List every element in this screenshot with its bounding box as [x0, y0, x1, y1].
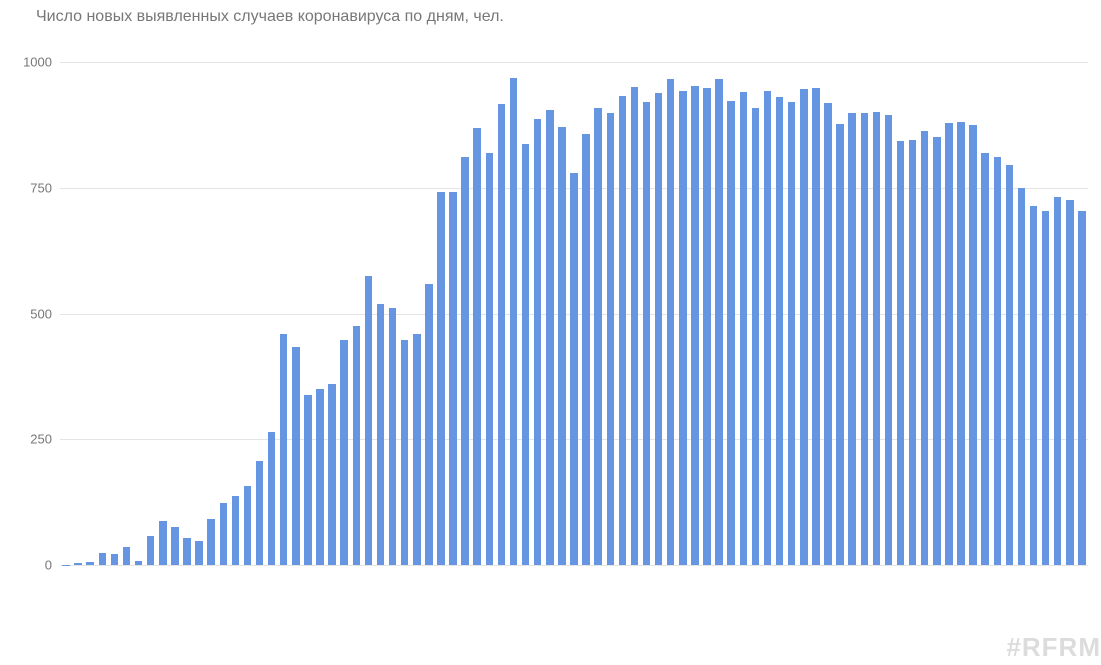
- bar: [570, 173, 577, 565]
- bar: [244, 486, 251, 565]
- y-axis-label: 750: [0, 180, 52, 195]
- bar: [292, 347, 299, 565]
- bar: [788, 102, 795, 565]
- bar: [510, 78, 517, 565]
- bar: [861, 113, 868, 565]
- y-axis-label: 1000: [0, 55, 52, 70]
- bar: [123, 547, 130, 565]
- bar: [1018, 188, 1025, 565]
- bar: [800, 89, 807, 565]
- bar: [727, 101, 734, 565]
- bar: [328, 384, 335, 565]
- bar: [353, 326, 360, 565]
- bar: [195, 541, 202, 565]
- bar: [957, 122, 964, 565]
- bar: [764, 91, 771, 565]
- bar: [147, 536, 154, 565]
- bar: [473, 128, 480, 565]
- bar: [1042, 211, 1049, 565]
- bar: [232, 496, 239, 565]
- gridline: [60, 565, 1088, 566]
- bar: [449, 192, 456, 565]
- bar: [812, 88, 819, 565]
- bar: [981, 153, 988, 565]
- bar: [340, 340, 347, 565]
- bar: [969, 125, 976, 565]
- bar: [836, 124, 843, 565]
- bar: [873, 112, 880, 565]
- bar: [304, 395, 311, 565]
- y-axis-label: 500: [0, 306, 52, 321]
- chart-plot-area: [60, 62, 1088, 565]
- bar: [1006, 165, 1013, 565]
- bar: [546, 110, 553, 565]
- bar: [885, 115, 892, 565]
- bar: [776, 97, 783, 565]
- watermark: #RFRM: [1006, 632, 1101, 663]
- bar: [74, 563, 81, 566]
- bar: [1078, 211, 1085, 565]
- chart-title: Число новых выявленных случаев коронавир…: [36, 8, 504, 26]
- bar: [183, 538, 190, 565]
- bar: [522, 144, 529, 566]
- bar: [268, 432, 275, 565]
- bar: [740, 92, 747, 565]
- bar: [921, 131, 928, 565]
- bar: [534, 119, 541, 565]
- bar: [207, 519, 214, 565]
- bar: [135, 561, 142, 565]
- bar: [486, 153, 493, 565]
- bar: [933, 137, 940, 565]
- bar: [1030, 206, 1037, 565]
- bar: [582, 134, 589, 565]
- bar: [909, 140, 916, 565]
- bar: [824, 103, 831, 565]
- bar: [377, 304, 384, 565]
- y-axis-label: 250: [0, 432, 52, 447]
- bar: [461, 157, 468, 565]
- bar: [111, 554, 118, 565]
- bar: [703, 88, 710, 565]
- bar: [715, 79, 722, 565]
- bar: [171, 527, 178, 565]
- bar: [280, 334, 287, 565]
- bar: [631, 87, 638, 565]
- bar: [679, 91, 686, 565]
- bar: [1054, 197, 1061, 565]
- bar: [607, 113, 614, 565]
- bar: [752, 108, 759, 565]
- bar: [316, 389, 323, 565]
- gridline: [60, 62, 1088, 63]
- bar: [437, 192, 444, 565]
- bar: [220, 503, 227, 565]
- bar: [1066, 200, 1073, 565]
- bar: [691, 86, 698, 565]
- bar: [413, 334, 420, 565]
- bar: [401, 340, 408, 565]
- bar: [643, 102, 650, 565]
- y-axis-label: 0: [0, 558, 52, 573]
- bar: [594, 108, 601, 565]
- bar: [994, 157, 1001, 565]
- bar: [86, 562, 93, 565]
- bar: [667, 79, 674, 565]
- bar: [498, 104, 505, 565]
- bar: [62, 565, 69, 566]
- bar: [365, 276, 372, 565]
- bar: [558, 127, 565, 565]
- bar: [897, 141, 904, 565]
- bar: [425, 284, 432, 565]
- bar: [848, 113, 855, 565]
- bar: [99, 553, 106, 565]
- bar: [389, 308, 396, 565]
- bar: [159, 521, 166, 565]
- bar: [256, 461, 263, 565]
- bar: [945, 123, 952, 565]
- bar: [619, 96, 626, 565]
- bar: [655, 93, 662, 565]
